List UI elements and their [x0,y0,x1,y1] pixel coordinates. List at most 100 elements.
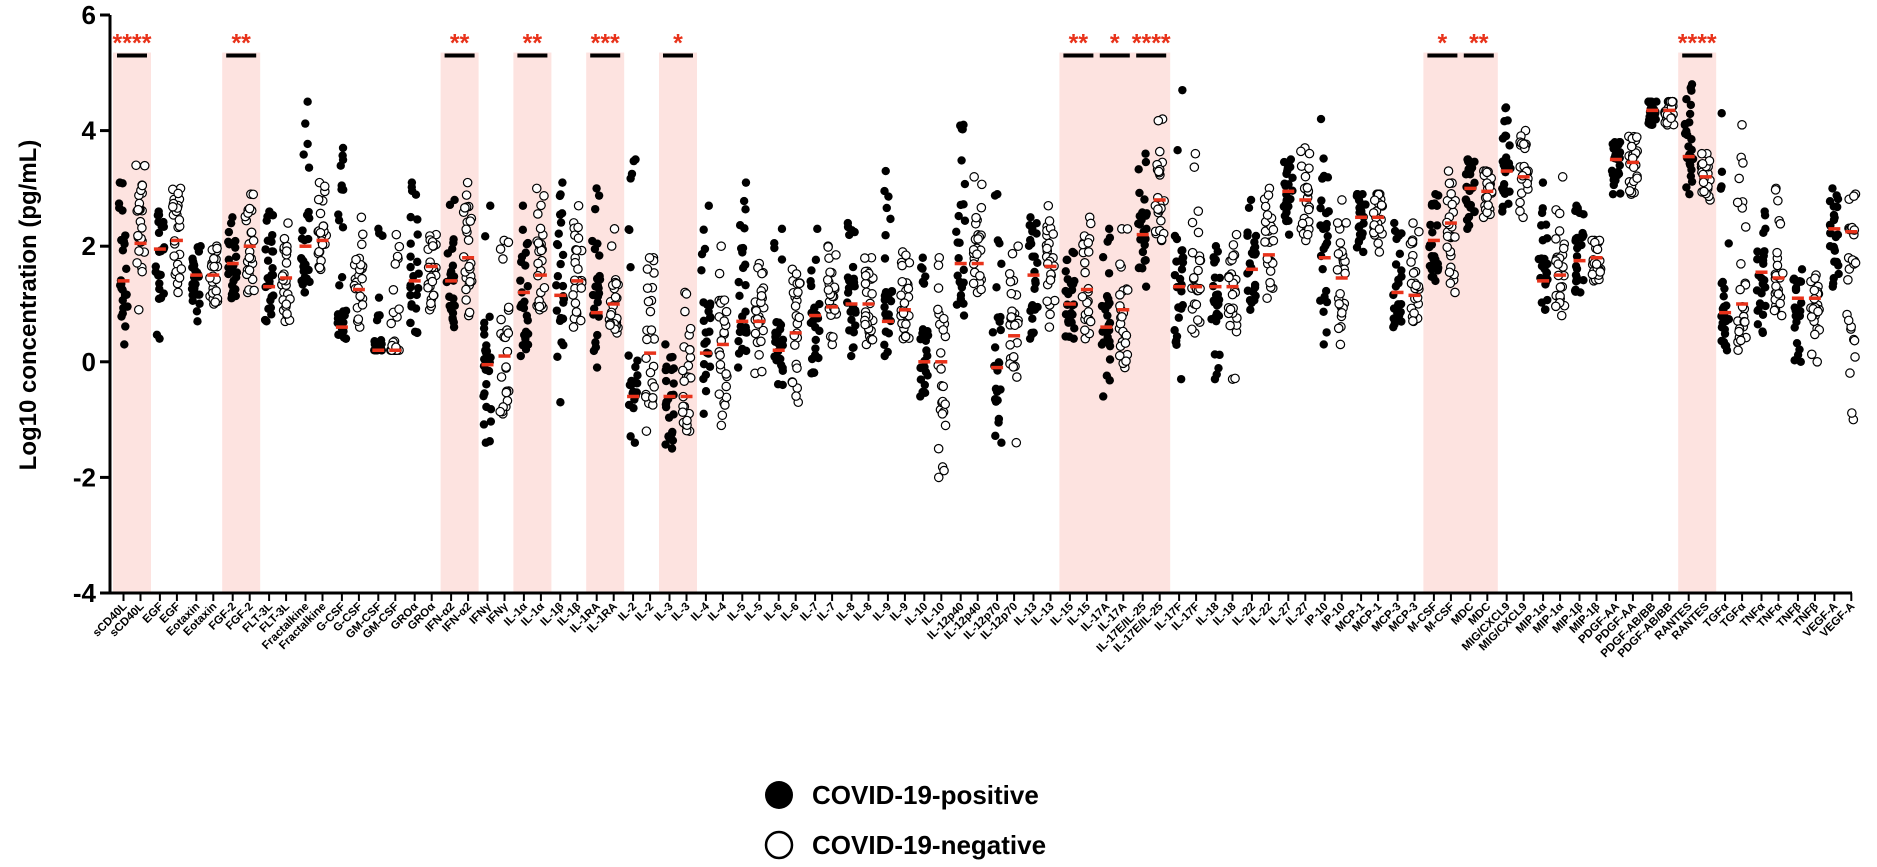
point-positive-mcp-3 [1391,282,1401,291]
point-positive-il-8 [845,230,854,240]
point-positive-il-2 [629,156,638,166]
point-negative-rantes [1697,158,1708,169]
point-positive-il-1 [555,210,565,219]
point-negative-egf [174,273,185,283]
point-negative-m-csf [1447,199,1458,210]
point-positive-tgf [1717,182,1726,191]
point-negative-il-5 [754,350,764,360]
point-positive-egf [154,228,164,238]
point-positive-gro [413,215,422,224]
point-positive-ip-10 [1319,154,1328,163]
point-positive-scd40l [117,284,126,293]
point-positive-ip-10 [1317,196,1326,205]
point-negative-il-1 [539,282,550,293]
point-positive-gro [406,291,415,300]
point-positive-fractalkine [300,288,309,297]
point-positive-flt-3l [267,247,277,256]
point-positive-il-10 [922,346,931,355]
point-positive-il-4 [701,387,711,396]
point-negative-il-10 [933,260,944,271]
point-positive-ifn [486,201,495,210]
point-negative-il-27 [1302,229,1313,240]
point-positive-mip-1 [1579,275,1588,285]
point-negative-il-9 [899,298,910,308]
point-negative-mig-cxcl9 [1518,139,1529,150]
point-negative-mdc [1483,200,1493,211]
point-positive-il-27 [1288,173,1297,182]
point-positive-fgf-2 [231,285,240,294]
point-positive-il-1 [558,250,568,260]
point-negative-il-1 [533,258,543,269]
point-negative-gro [427,276,438,287]
point-negative-il-12p70 [1009,320,1020,331]
point-positive-il-9 [880,302,889,312]
point-positive-il-7 [815,326,824,336]
point-positive-il-8 [848,343,858,353]
point-positive-il-18 [1213,290,1223,299]
point-positive-il-4 [705,362,715,371]
point-positive-scd40l [114,199,124,208]
point-negative-il-17e-il-25 [1153,115,1164,126]
point-negative-tgf [1737,120,1747,130]
x-tick-label-il-2-1: IL-2 [633,601,656,624]
point-positive-il-5 [740,224,749,233]
point-negative-il-15 [1083,307,1094,317]
point-negative-il-3 [685,323,696,334]
point-negative-il-3 [680,306,690,317]
point-negative-il-6 [790,340,800,350]
point-negative-tnf [1772,260,1783,271]
legend: COVID-19-positive COVID-19-negative [764,780,1046,860]
point-positive-il-5 [741,178,751,187]
x-tick-labels: sCD40LsCD40LEGFEGFEotaxinEotaxinFGF-2FGF… [91,600,1858,660]
point-negative-gro [426,298,436,309]
point-positive-il-1 [558,178,567,187]
point-negative-vegf-a [1849,191,1859,201]
point-negative-il-12p40 [976,202,987,213]
point-positive-mip-1 [1572,252,1582,261]
point-negative-il-12p70 [1006,312,1017,322]
point-negative-il-4 [715,350,725,361]
point-positive-il-1 [521,248,530,257]
point-negative-il-17f [1189,162,1200,172]
point-negative-pdgf-aa [1631,132,1642,142]
point-positive-m-csf [1432,221,1442,230]
point-negative-fgf-2 [244,203,255,214]
point-positive-il-17f [1177,287,1186,296]
point-negative-il-27 [1296,146,1306,157]
point-positive-il-1ra [592,184,601,193]
point-negative-ifn [498,254,508,264]
point-positive-ip-10 [1316,296,1325,305]
point-positive-il-12p70 [990,394,1000,404]
point-positive-fgf-2 [224,255,234,264]
point-positive-gro [411,190,421,199]
point-negative-rantes [1699,186,1709,197]
point-negative-il-15 [1079,258,1090,268]
point-positive-il-2 [633,371,642,380]
highlight-band-ifn-2 [440,52,479,593]
point-negative-il-4 [717,410,728,421]
point-positive-il-12p70 [997,259,1006,269]
point-positive-ifn [479,420,489,429]
point-positive-il-6 [778,363,787,373]
point-positive-flt-3l [262,216,271,225]
point-positive-tnf [1790,323,1799,332]
point-positive-ifn [480,318,489,328]
point-negative-il-15 [1083,237,1094,248]
point-positive-il-1 [554,229,563,238]
point-positive-mip-1 [1573,276,1582,285]
point-negative-ifn-2 [465,216,476,226]
point-positive-tgf [1724,239,1733,248]
point-positive-il-17e-il-25 [1140,195,1149,204]
point-positive-il-13 [1026,213,1035,222]
point-positive-il-22 [1243,269,1252,278]
point-positive-il-17e-il-25 [1134,165,1143,174]
point-positive-il-15 [1066,309,1076,318]
point-positive-ifn [482,341,491,350]
point-negative-gm-csf [391,229,402,240]
point-positive-il-10 [916,375,926,384]
point-positive-il-2 [626,262,635,272]
point-negative-il-6 [793,287,803,298]
point-positive-tnf [1797,265,1807,274]
point-negative-il-13 [1045,275,1056,285]
y-tick-label-6: 6 [82,0,96,30]
